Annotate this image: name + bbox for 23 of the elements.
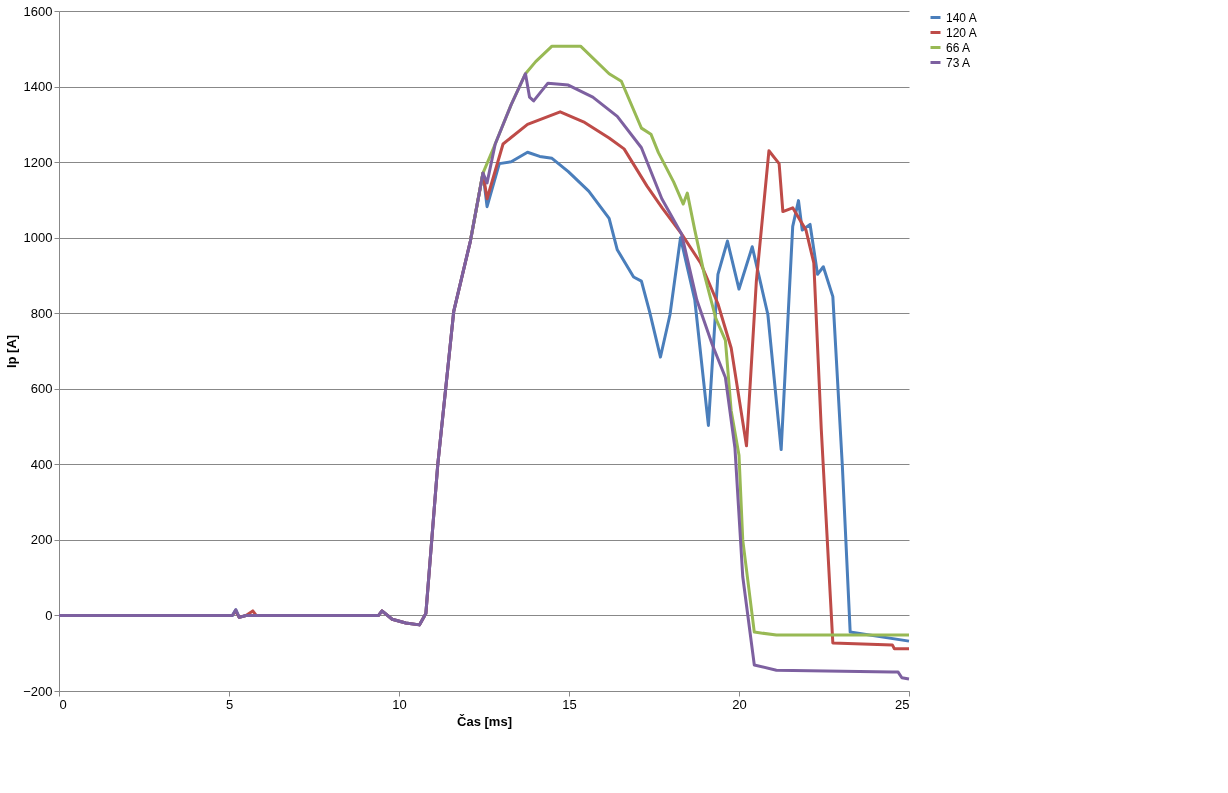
x-tick-label: 25: [895, 696, 910, 712]
x-tick-label: 10: [392, 696, 407, 712]
x-axis-title: Čas [ms]: [457, 713, 512, 729]
y-tick-label: 1200: [23, 154, 53, 170]
x-tick-label: 0: [59, 696, 67, 712]
legend-label: 140 A: [946, 10, 977, 25]
x-tick-label: 20: [732, 696, 747, 712]
y-tick-label: 400: [30, 456, 53, 472]
y-tick-label: 0: [45, 607, 53, 623]
legend-label: 66 A: [946, 40, 971, 55]
x-tick-label: 15: [562, 696, 577, 712]
y-tick-label: 600: [30, 381, 53, 397]
y-tick-label: 1400: [23, 79, 53, 95]
y-tick-label: −200: [23, 683, 53, 699]
y-tick-label: 1000: [23, 230, 53, 246]
y-axis-title: Ip [A]: [4, 334, 20, 369]
y-tick-label: 200: [30, 532, 53, 548]
y-tick-label: 1600: [23, 3, 53, 19]
line-series: [57, 72, 911, 681]
legend-label: 73 A: [946, 55, 971, 70]
y-tick-label: 800: [30, 305, 53, 321]
legend-label: 120 A: [946, 25, 977, 40]
x-tick-label: 5: [225, 696, 234, 712]
